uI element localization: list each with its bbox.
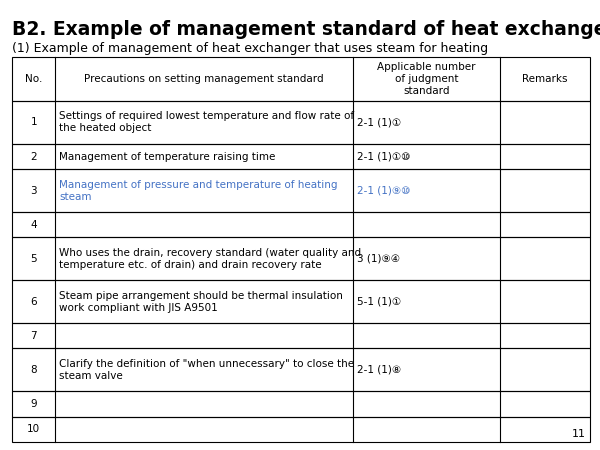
Bar bbox=[12, 101, 590, 144]
Bar bbox=[12, 348, 590, 392]
Text: 1: 1 bbox=[31, 117, 37, 127]
Text: Remarks: Remarks bbox=[523, 74, 568, 84]
Text: 2-1 (1)①: 2-1 (1)① bbox=[357, 117, 401, 127]
Bar bbox=[12, 417, 590, 442]
Bar bbox=[12, 57, 590, 101]
Text: Management of temperature raising time: Management of temperature raising time bbox=[59, 152, 276, 162]
Text: No.: No. bbox=[25, 74, 43, 84]
Text: Settings of required lowest temperature and flow rate of
the heated object: Settings of required lowest temperature … bbox=[59, 112, 355, 134]
Text: 2-1 (1)⑧: 2-1 (1)⑧ bbox=[357, 365, 401, 375]
Text: 5: 5 bbox=[31, 254, 37, 264]
Text: 9: 9 bbox=[31, 399, 37, 409]
Text: Management of pressure and temperature of heating
steam: Management of pressure and temperature o… bbox=[59, 180, 338, 202]
Bar bbox=[12, 392, 590, 417]
Text: 6: 6 bbox=[31, 297, 37, 307]
Bar bbox=[12, 144, 590, 169]
Bar bbox=[12, 212, 590, 238]
Text: Applicable number
of judgment
standard: Applicable number of judgment standard bbox=[377, 62, 476, 96]
Text: Clarify the definition of "when unnecessary" to close the
steam valve: Clarify the definition of "when unnecess… bbox=[59, 359, 355, 381]
Text: 11: 11 bbox=[572, 429, 586, 439]
Bar bbox=[12, 280, 590, 323]
Text: (1) Example of management of heat exchanger that uses steam for heating: (1) Example of management of heat exchan… bbox=[12, 42, 488, 55]
Text: 5-1 (1)①: 5-1 (1)① bbox=[357, 297, 401, 307]
Text: Who uses the drain, recovery standard (water quality and
temperature etc. of dra: Who uses the drain, recovery standard (w… bbox=[59, 248, 361, 270]
Text: 10: 10 bbox=[27, 424, 40, 434]
Text: 3 (1)⑨④: 3 (1)⑨④ bbox=[357, 254, 400, 264]
Text: Precautions on setting management standard: Precautions on setting management standa… bbox=[85, 74, 324, 84]
Text: B2. Example of management standard of heat exchanger: B2. Example of management standard of he… bbox=[12, 20, 600, 39]
Text: 4: 4 bbox=[31, 220, 37, 230]
Bar bbox=[12, 323, 590, 348]
Text: 2: 2 bbox=[31, 152, 37, 162]
Bar bbox=[12, 169, 590, 212]
Text: 3: 3 bbox=[31, 186, 37, 196]
Bar bbox=[12, 238, 590, 280]
Text: 8: 8 bbox=[31, 365, 37, 375]
Text: 7: 7 bbox=[31, 331, 37, 341]
Text: 2-1 (1)①⑩: 2-1 (1)①⑩ bbox=[357, 152, 410, 162]
Text: 2-1 (1)⑨⑩: 2-1 (1)⑨⑩ bbox=[357, 186, 410, 196]
Text: Steam pipe arrangement should be thermal insulation
work compliant with JIS A950: Steam pipe arrangement should be thermal… bbox=[59, 291, 343, 313]
